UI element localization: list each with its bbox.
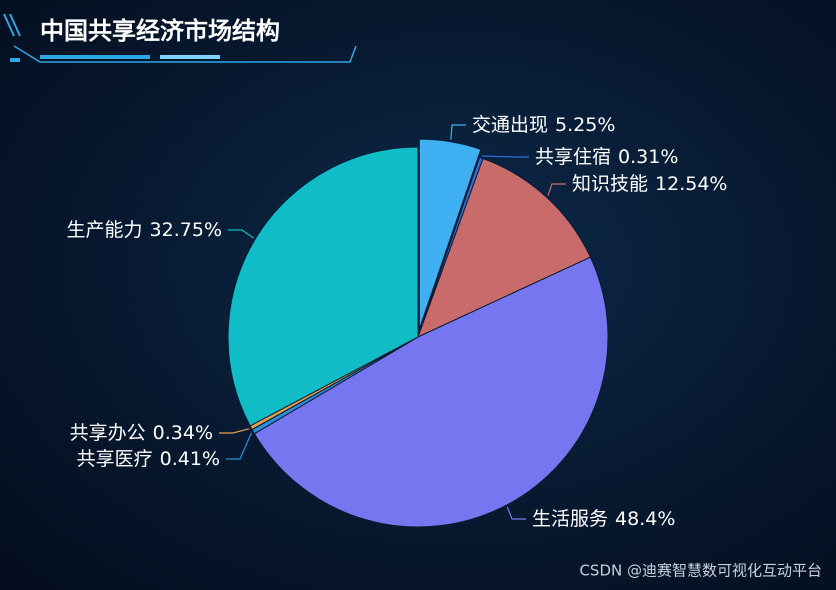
slice-name: 共享办公 (70, 422, 146, 444)
leader-line (226, 432, 253, 460)
slice-value-label: 12.54% (655, 173, 727, 195)
leader-line (547, 183, 566, 196)
slice-label: 共享住宿 0.31% (535, 146, 678, 168)
pie-slice (418, 138, 482, 330)
slice-label: 共享办公 0.34% (70, 422, 213, 444)
pie-slice (253, 256, 609, 528)
slice-name: 交通出现 (472, 114, 548, 136)
slice-name: 共享医疗 (77, 448, 153, 470)
slice-value-label: 0.31% (618, 146, 678, 168)
pie-slice (227, 146, 419, 427)
slice-label: 交通出现 5.25% (472, 114, 615, 136)
slice-value-label: 48.4% (615, 508, 675, 530)
slice-value-label: 0.34% (153, 422, 213, 444)
chart-title: 中国共享经济市场结构 (40, 17, 280, 45)
slice-name: 生产能力 (67, 219, 143, 241)
slice-name: 生活服务 (532, 508, 608, 530)
slice-label: 生产能力 32.75% (67, 219, 222, 241)
slice-value-label: 5.25% (555, 114, 615, 136)
leader-line (450, 124, 466, 140)
watermark: CSDN @迪赛智慧数可视化互动平台 (579, 562, 822, 580)
slice-label: 知识技能 12.54% (572, 173, 727, 195)
title-decoration (3, 13, 357, 63)
slice-value-label: 0.41% (160, 448, 220, 470)
slice-label: 共享医疗 0.41% (77, 448, 220, 470)
leader-line (219, 428, 250, 434)
slice-value-label: 32.75% (150, 219, 222, 241)
slice-name: 知识技能 (572, 173, 648, 195)
slice-name: 共享住宿 (535, 146, 611, 168)
slice-label: 生活服务 48.4% (532, 508, 675, 530)
pie: 交通出现 5.25% 共享住宿 0.31% 知识技能 12.54% 生活服务 48.4% 共享医… (67, 114, 728, 530)
leader-line (228, 229, 254, 239)
leader-line (481, 155, 529, 158)
leader-line (506, 506, 526, 520)
pie-slice (417, 157, 592, 338)
